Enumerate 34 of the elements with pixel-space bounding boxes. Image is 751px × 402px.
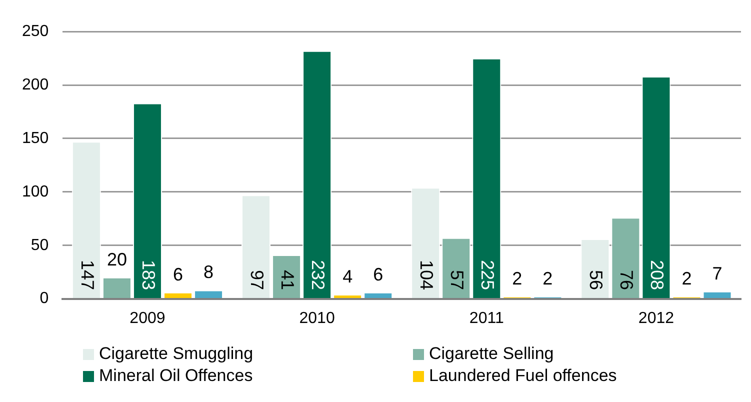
data-label: 6 bbox=[373, 264, 384, 284]
x-tick-label: 2010 bbox=[299, 310, 335, 327]
data-label: 57 bbox=[447, 270, 468, 290]
data-label: 2 bbox=[682, 268, 692, 289]
y-tick-label: 150 bbox=[22, 130, 49, 147]
data-label: 76 bbox=[616, 270, 637, 290]
data-label: 147 bbox=[77, 260, 98, 290]
x-tick-label: 2011 bbox=[469, 310, 504, 327]
data-label: 183 bbox=[138, 260, 159, 290]
data-label: 56 bbox=[586, 270, 606, 290]
legend-label: Laundered Fuel offences bbox=[429, 366, 617, 386]
data-label: 7 bbox=[712, 263, 722, 284]
x-tick-label: 2012 bbox=[638, 310, 674, 327]
data-label: 2 bbox=[542, 268, 553, 289]
data-label: 232 bbox=[308, 260, 328, 290]
data-label: 208 bbox=[647, 260, 668, 290]
data-label: 104 bbox=[416, 260, 437, 290]
y-tick-label: 50 bbox=[30, 236, 49, 254]
y-tick-label: 200 bbox=[22, 76, 49, 94]
legend-label: Mineral Oil Offences bbox=[99, 366, 253, 386]
data-label: 97 bbox=[247, 270, 268, 290]
y-tick-label: 0 bbox=[40, 290, 49, 308]
legend-label: Cigarette Selling bbox=[429, 344, 554, 364]
data-label: 8 bbox=[204, 262, 214, 282]
legend-label: Cigarette Smuggling bbox=[99, 344, 254, 364]
data-label: 20 bbox=[106, 249, 127, 270]
data-label: 225 bbox=[478, 260, 498, 290]
data-label: 2 bbox=[512, 268, 522, 289]
y-tick-label: 100 bbox=[22, 183, 49, 200]
y-tick-label: 250 bbox=[22, 23, 49, 40]
data-label: 4 bbox=[342, 266, 353, 286]
data-label: 41 bbox=[278, 270, 298, 290]
x-tick-label: 2009 bbox=[130, 310, 166, 327]
data-label: 6 bbox=[173, 264, 184, 284]
